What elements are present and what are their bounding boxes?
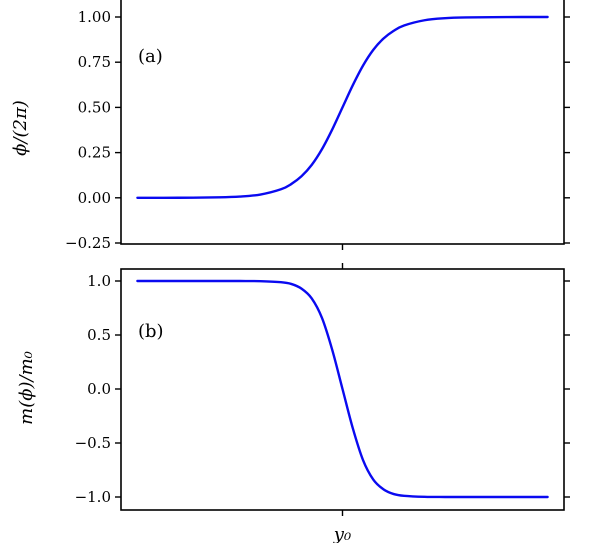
panel-a-frame: [120, 0, 565, 245]
panel-b-xtick-label: y₀: [333, 524, 351, 543]
panel-a-label: (a): [138, 46, 163, 67]
panel-b-label: (b): [138, 321, 164, 342]
panel-a-y-axis-label: ϕ/(2π): [10, 100, 31, 156]
panel-b-y-ticks: 1.0 0.5 0.0 −0.5 −1.0: [75, 272, 570, 506]
panel-a-ytick-label: 0.50: [78, 98, 111, 116]
panel-a-ytick-label: 1.00: [78, 8, 111, 26]
panel-a-y-ticks: 1.00 0.75 0.50 0.25 0.00 −0.25: [65, 8, 570, 252]
panel-a-series-line: [136, 15, 549, 199]
panel-a-ytick-label: 0.00: [78, 189, 111, 207]
panel-b: 1.0 0.5 0.0 −0.5 −1.0 y₀ (b) m(ϕ)/m₀: [16, 263, 570, 543]
panel-b-series-line: [136, 279, 549, 499]
panel-a-ytick-label: 0.75: [78, 53, 111, 71]
panel-a-ytick-label: −0.25: [65, 234, 111, 252]
panel-b-ytick-label: 0.5: [87, 326, 111, 344]
panel-b-ytick-label: 1.0: [87, 272, 111, 290]
panel-b-ytick-label: −0.5: [75, 434, 111, 452]
panel-b-ytick-label: −1.0: [75, 488, 111, 506]
panel-b-ytick-label: 0.0: [87, 380, 111, 398]
panel-b-curves: [136, 279, 549, 499]
panel-b-x-ticks: y₀: [333, 263, 351, 543]
panel-a-ytick-label: 0.25: [78, 144, 111, 162]
panel-a: 1.00 0.75 0.50 0.25 0.00 −0.25 (a) ϕ/(2π): [10, 0, 570, 252]
panel-b-y-axis-label: m(ϕ)/m₀: [16, 351, 37, 425]
panel-a-curves: [136, 15, 549, 199]
